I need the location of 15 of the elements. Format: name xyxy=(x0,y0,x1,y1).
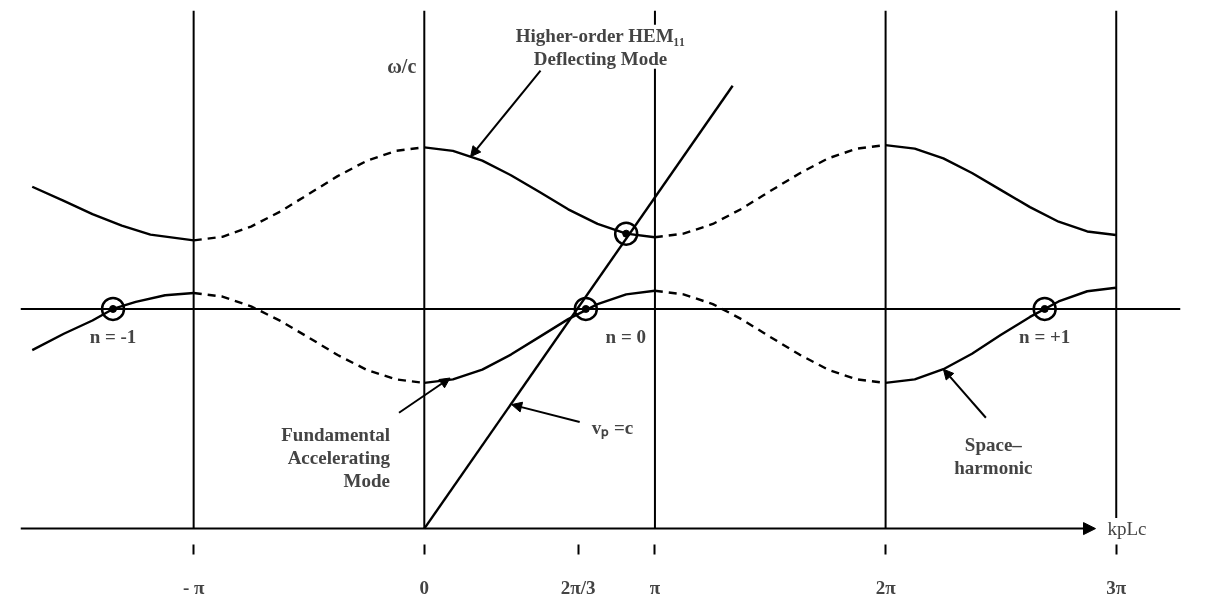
x-axis-title: kpLc xyxy=(1107,518,1147,540)
y-axis-title: ω/c xyxy=(387,54,417,77)
x-tick-label: 3π xyxy=(1106,576,1127,598)
x-tick-label: 2π/3 xyxy=(560,576,596,598)
x-tick-label: π xyxy=(649,576,661,598)
annotation: vₚ =c xyxy=(591,417,634,440)
annotation: Higher-order HEM₁₁ Deflecting Mode xyxy=(515,24,685,69)
annotation: n = -1 xyxy=(89,325,137,347)
annotation: Space– harmonic xyxy=(954,433,1033,479)
x-tick-label: 2π xyxy=(875,576,897,598)
annotation: n = 0 xyxy=(605,325,647,347)
x-tick-label: - π xyxy=(182,576,205,598)
x-tick-label: 0 xyxy=(419,576,430,598)
annotation: Fundamental Accelerating Mode xyxy=(281,424,391,492)
annotation: n = +1 xyxy=(1019,325,1071,347)
